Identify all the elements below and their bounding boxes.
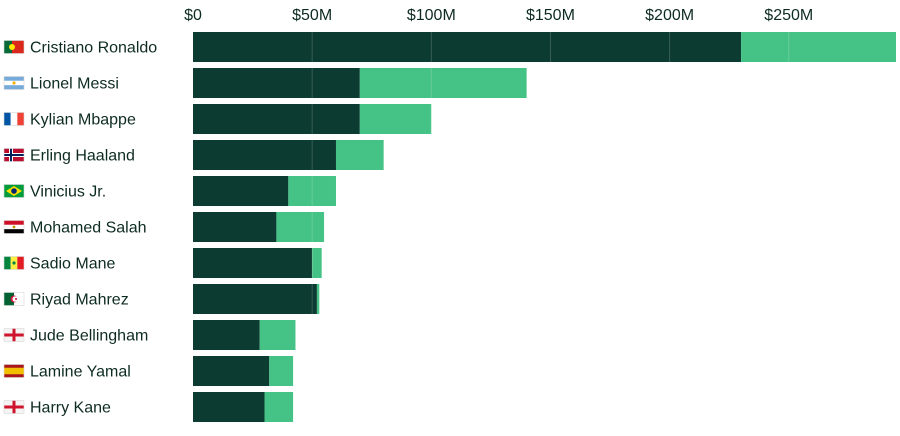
category-label: Mohamed Salah <box>30 220 147 237</box>
bar-row: Lamine Yamal <box>3 356 294 386</box>
bar-segment-light <box>312 248 322 278</box>
bar-segment-light <box>288 176 336 206</box>
bar-segment-light <box>359 68 527 98</box>
flag-part <box>15 298 17 300</box>
bar-rows: Cristiano Ronaldo Lionel Messi Kylian Mbap… <box>3 32 896 422</box>
category-label: Harry Kane <box>30 400 111 417</box>
bar-row: Jude Bellingham <box>3 320 296 350</box>
flag-part <box>14 292 24 306</box>
bar-segment-light <box>335 140 384 170</box>
flag-part <box>4 367 24 375</box>
x-tick-label: $200M <box>645 7 694 24</box>
bar-row: Mohamed Salah <box>3 212 325 242</box>
flag-icon <box>3 364 25 378</box>
flag-part <box>11 188 17 194</box>
bar-segment-dark <box>193 284 317 314</box>
bar-row: Kylian Mbappe <box>3 104 432 134</box>
bar-segment-light <box>316 284 320 314</box>
flag-border <box>3 220 25 234</box>
flag-part <box>4 256 11 270</box>
bar-segment-light <box>269 356 294 386</box>
flag-part <box>4 112 11 126</box>
bar-segment-dark <box>193 176 289 206</box>
bar-row: Erling Haaland <box>3 140 384 170</box>
flag-part <box>4 220 24 225</box>
bar-row: Lionel Messi <box>3 68 527 98</box>
flag-icon <box>3 256 25 270</box>
flag-part <box>10 112 18 126</box>
flag-part <box>12 40 24 54</box>
flag-part <box>12 81 16 85</box>
flag-border <box>3 148 25 162</box>
bar-segment-dark <box>193 140 336 170</box>
flag-icon <box>3 76 25 90</box>
flag-part <box>9 44 15 50</box>
flag-icon <box>3 400 25 414</box>
flag-border <box>3 256 25 270</box>
bar-segment-light <box>264 392 294 422</box>
flag-part <box>4 76 24 81</box>
flag-icon <box>3 220 25 234</box>
flag-border <box>3 292 25 306</box>
flag-icon <box>3 112 25 126</box>
bar-segment-dark <box>193 104 360 134</box>
flag-part <box>4 333 24 337</box>
bar-segment-dark <box>193 248 313 278</box>
flag-border <box>3 184 25 198</box>
flag-icon <box>3 40 25 54</box>
gridlines <box>311 32 790 422</box>
x-tick-label: $250M <box>764 7 813 24</box>
category-label: Erling Haaland <box>30 148 135 165</box>
x-tick-label: $50M <box>292 7 332 24</box>
bar-row: Cristiano Ronaldo <box>3 32 896 62</box>
bar-row: Vinicius Jr. <box>3 176 336 206</box>
flag-part <box>4 405 24 409</box>
x-axis: $0 $50M $100M $150M $200M $250M <box>184 7 813 24</box>
flag-border <box>3 40 25 54</box>
category-label: Cristiano Ronaldo <box>30 40 157 57</box>
bar-row: Sadio Mane <box>3 248 322 278</box>
bar-segment-light <box>259 320 296 350</box>
x-tick-label: $0 <box>184 7 202 24</box>
flag-icon <box>3 148 25 162</box>
flag-border <box>3 76 25 90</box>
flag-part <box>17 256 24 270</box>
flag-part <box>4 292 14 306</box>
bar-segment-dark <box>193 212 277 242</box>
category-label: Lamine Yamal <box>30 364 131 381</box>
flag-border <box>3 400 25 414</box>
flag-part <box>17 112 24 126</box>
category-label: Kylian Mbappe <box>30 112 136 129</box>
flag-part <box>12 225 16 229</box>
bar-row: Riyad Mahrez <box>3 284 320 314</box>
x-tick-label: $150M <box>526 7 575 24</box>
bar-segment-dark <box>193 68 360 98</box>
flag-border <box>3 328 25 342</box>
flag-border <box>3 364 25 378</box>
flag-icon <box>3 184 25 198</box>
category-label: Lionel Messi <box>30 76 119 93</box>
category-label: Riyad Mahrez <box>30 292 129 309</box>
bar-segment-dark <box>193 356 270 386</box>
x-tick-label: $100M <box>407 7 456 24</box>
flag-part <box>4 40 12 54</box>
bar-segment-dark <box>193 32 742 62</box>
bar-segment-dark <box>193 320 260 350</box>
flag-icon <box>3 328 25 342</box>
flag-part <box>12 261 16 265</box>
flag-border <box>3 112 25 126</box>
flag-icon <box>3 292 25 306</box>
flag-part <box>4 229 24 234</box>
category-label: Vinicius Jr. <box>30 184 106 201</box>
flag-part <box>4 154 24 156</box>
category-label: Sadio Mane <box>30 256 115 273</box>
bar-segment-light <box>741 32 896 62</box>
bar-segment-light <box>359 104 432 134</box>
category-label: Jude Bellingham <box>30 328 148 345</box>
bar-row: Harry Kane <box>3 392 294 422</box>
bar-segment-light <box>276 212 325 242</box>
bar-segment-dark <box>193 392 265 422</box>
flag-part <box>4 85 24 90</box>
